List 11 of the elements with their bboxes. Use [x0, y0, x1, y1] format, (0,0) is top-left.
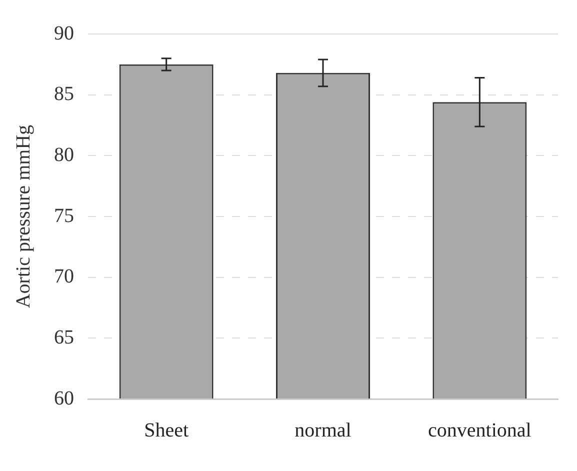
y-tick-label: 60 [54, 387, 74, 410]
x-tick-label: Sheet [144, 419, 189, 442]
y-tick-label: 75 [54, 204, 74, 227]
y-tick-label: 90 [54, 22, 74, 44]
y-tick-label: 85 [54, 83, 74, 106]
y-tick-label: 70 [54, 266, 74, 288]
x-tick-label: normal [294, 419, 352, 442]
y-tick-label: 80 [54, 144, 74, 166]
x-tick-label: conventional [428, 419, 532, 442]
y-axis-title: Aortic pressure mmHg [12, 124, 34, 308]
y-tick-label: 65 [54, 326, 74, 348]
